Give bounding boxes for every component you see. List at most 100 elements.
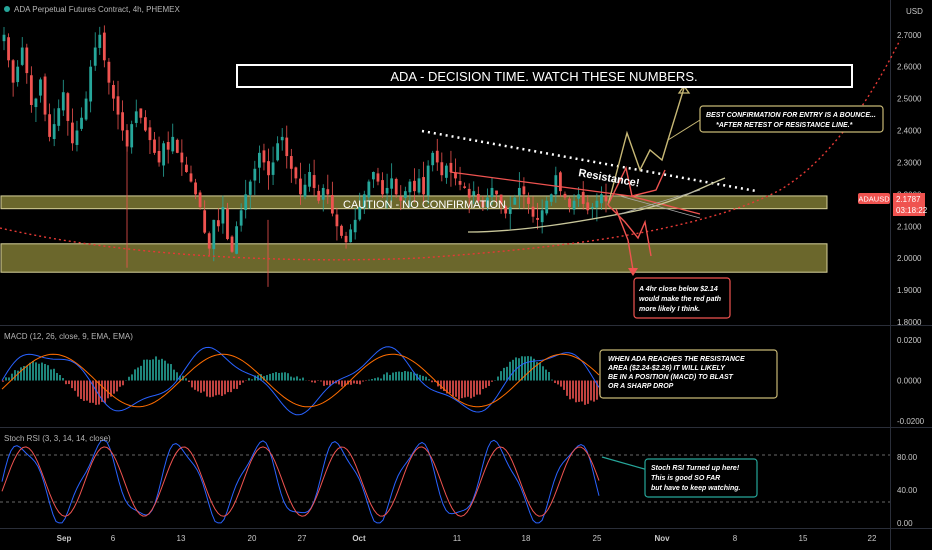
candle-body [212,219,216,250]
candle-body [563,193,567,198]
macd-histogram-bar [41,362,43,381]
candle-body [25,47,29,74]
candle-body [107,61,111,83]
macd-histogram-bar [212,380,214,397]
macd-histogram-bar [170,364,172,381]
macd-histogram-bar [524,356,526,381]
macd-histogram-bar [233,380,235,389]
macd-histogram-bar [176,372,178,381]
candle-body [536,217,539,220]
macd-histogram-bar [536,362,538,381]
macd-histogram-bar [560,380,562,387]
close-below-line-3: more likely I think. [639,306,700,313]
time-tick-label: 11 [453,534,462,543]
macd-histogram-bar [545,369,547,381]
macd-histogram-bar [488,380,490,386]
candle-body [476,194,480,201]
macd-histogram-bar [299,378,301,381]
macd-histogram-bar [446,380,448,394]
macd-histogram-bar [452,380,454,397]
candle-body [431,152,435,166]
macd-histogram-bar [98,380,100,405]
candle-body [43,76,47,115]
macd-histogram-bar [521,356,523,381]
macd-histogram-bar [134,369,136,381]
candle-body [303,184,307,197]
macd-histogram-bar [203,380,205,392]
macd-histogram-bar [461,380,463,399]
macd-histogram-bar [95,380,97,405]
candle-body [285,137,289,157]
macd-histogram-bar [164,360,166,381]
macd-histogram-bar [359,380,361,385]
macd-histogram-bar [197,380,199,392]
candle-body [139,108,143,118]
candle-body [572,200,576,210]
macd-histogram-bar [221,380,223,396]
close-below-line-1: A 4hr close below $2.14 [638,286,718,293]
macd-note-line-1: WHEN ADA REACHES THE RESISTANCE [608,356,745,363]
macd-histogram-bar [158,359,160,381]
macd-histogram-bar [404,371,406,381]
macd-histogram-bar [116,380,118,392]
candle-body [372,172,375,180]
macd-histogram-bar [473,380,475,397]
stoch-note-pointer [601,456,649,471]
macd-histogram-bar [467,380,469,397]
candle-body [162,143,166,166]
macd-histogram-bar [149,359,151,381]
candle-body [390,178,394,189]
candle-body [34,98,38,108]
macd-signal-line [1,353,600,408]
candle-body [84,98,88,120]
macd-histogram-bar [173,369,175,381]
macd-histogram-bar [101,380,103,402]
macd-indicator-label: MACD (12, 26, close, 9, EMA, EMA) [4,332,133,341]
stoch-indicator-label: Stoch RSI (3, 3, 14, 14, close) [4,434,111,443]
candle-body [61,92,65,111]
candle-body [80,117,83,129]
macd-histogram-bar [74,380,76,391]
macd-histogram-bar [185,378,187,381]
macd-histogram-bar [551,379,553,381]
macd-histogram-bar [512,359,514,381]
macd-histogram-bar [569,380,571,400]
macd-histogram-bar [428,379,430,381]
time-tick-label: 8 [733,534,738,543]
candle-body [317,190,321,201]
macd-histogram-bar [215,380,217,396]
macd-histogram-bar [161,358,163,381]
candle-body [143,117,147,131]
candle-body [11,60,15,83]
candle-body [385,187,389,194]
macd-tick-label: -0.0200 [897,417,925,426]
candle-body [545,200,549,214]
time-tick-label: Nov [654,534,670,543]
candle-body [362,194,366,208]
macd-histogram-bar [485,380,487,388]
macd-histogram-bar [179,375,181,381]
candle-body [20,47,24,65]
candle-body [440,162,444,176]
candle-body [358,207,362,220]
macd-histogram-bar [311,380,313,383]
candle-body [39,79,42,96]
candle-body [426,165,430,196]
support-curve [467,177,726,233]
macd-histogram-bar [137,367,139,381]
candle-body [207,233,211,249]
price-tick-label: 2.6000 [897,63,922,72]
macd-histogram-bar [239,380,241,385]
candle-body [166,142,170,150]
macd-histogram-bar [476,380,478,395]
macd-histogram-bar [38,363,40,381]
macd-histogram-bar [482,380,484,390]
macd-histogram-bar [332,380,334,384]
macd-histogram-bar [251,379,253,381]
macd-histogram-bar [557,380,559,385]
macd-histogram-bar [338,380,340,385]
candle-body [294,167,298,179]
candle-body [130,124,134,148]
macd-histogram-bar [491,380,493,382]
